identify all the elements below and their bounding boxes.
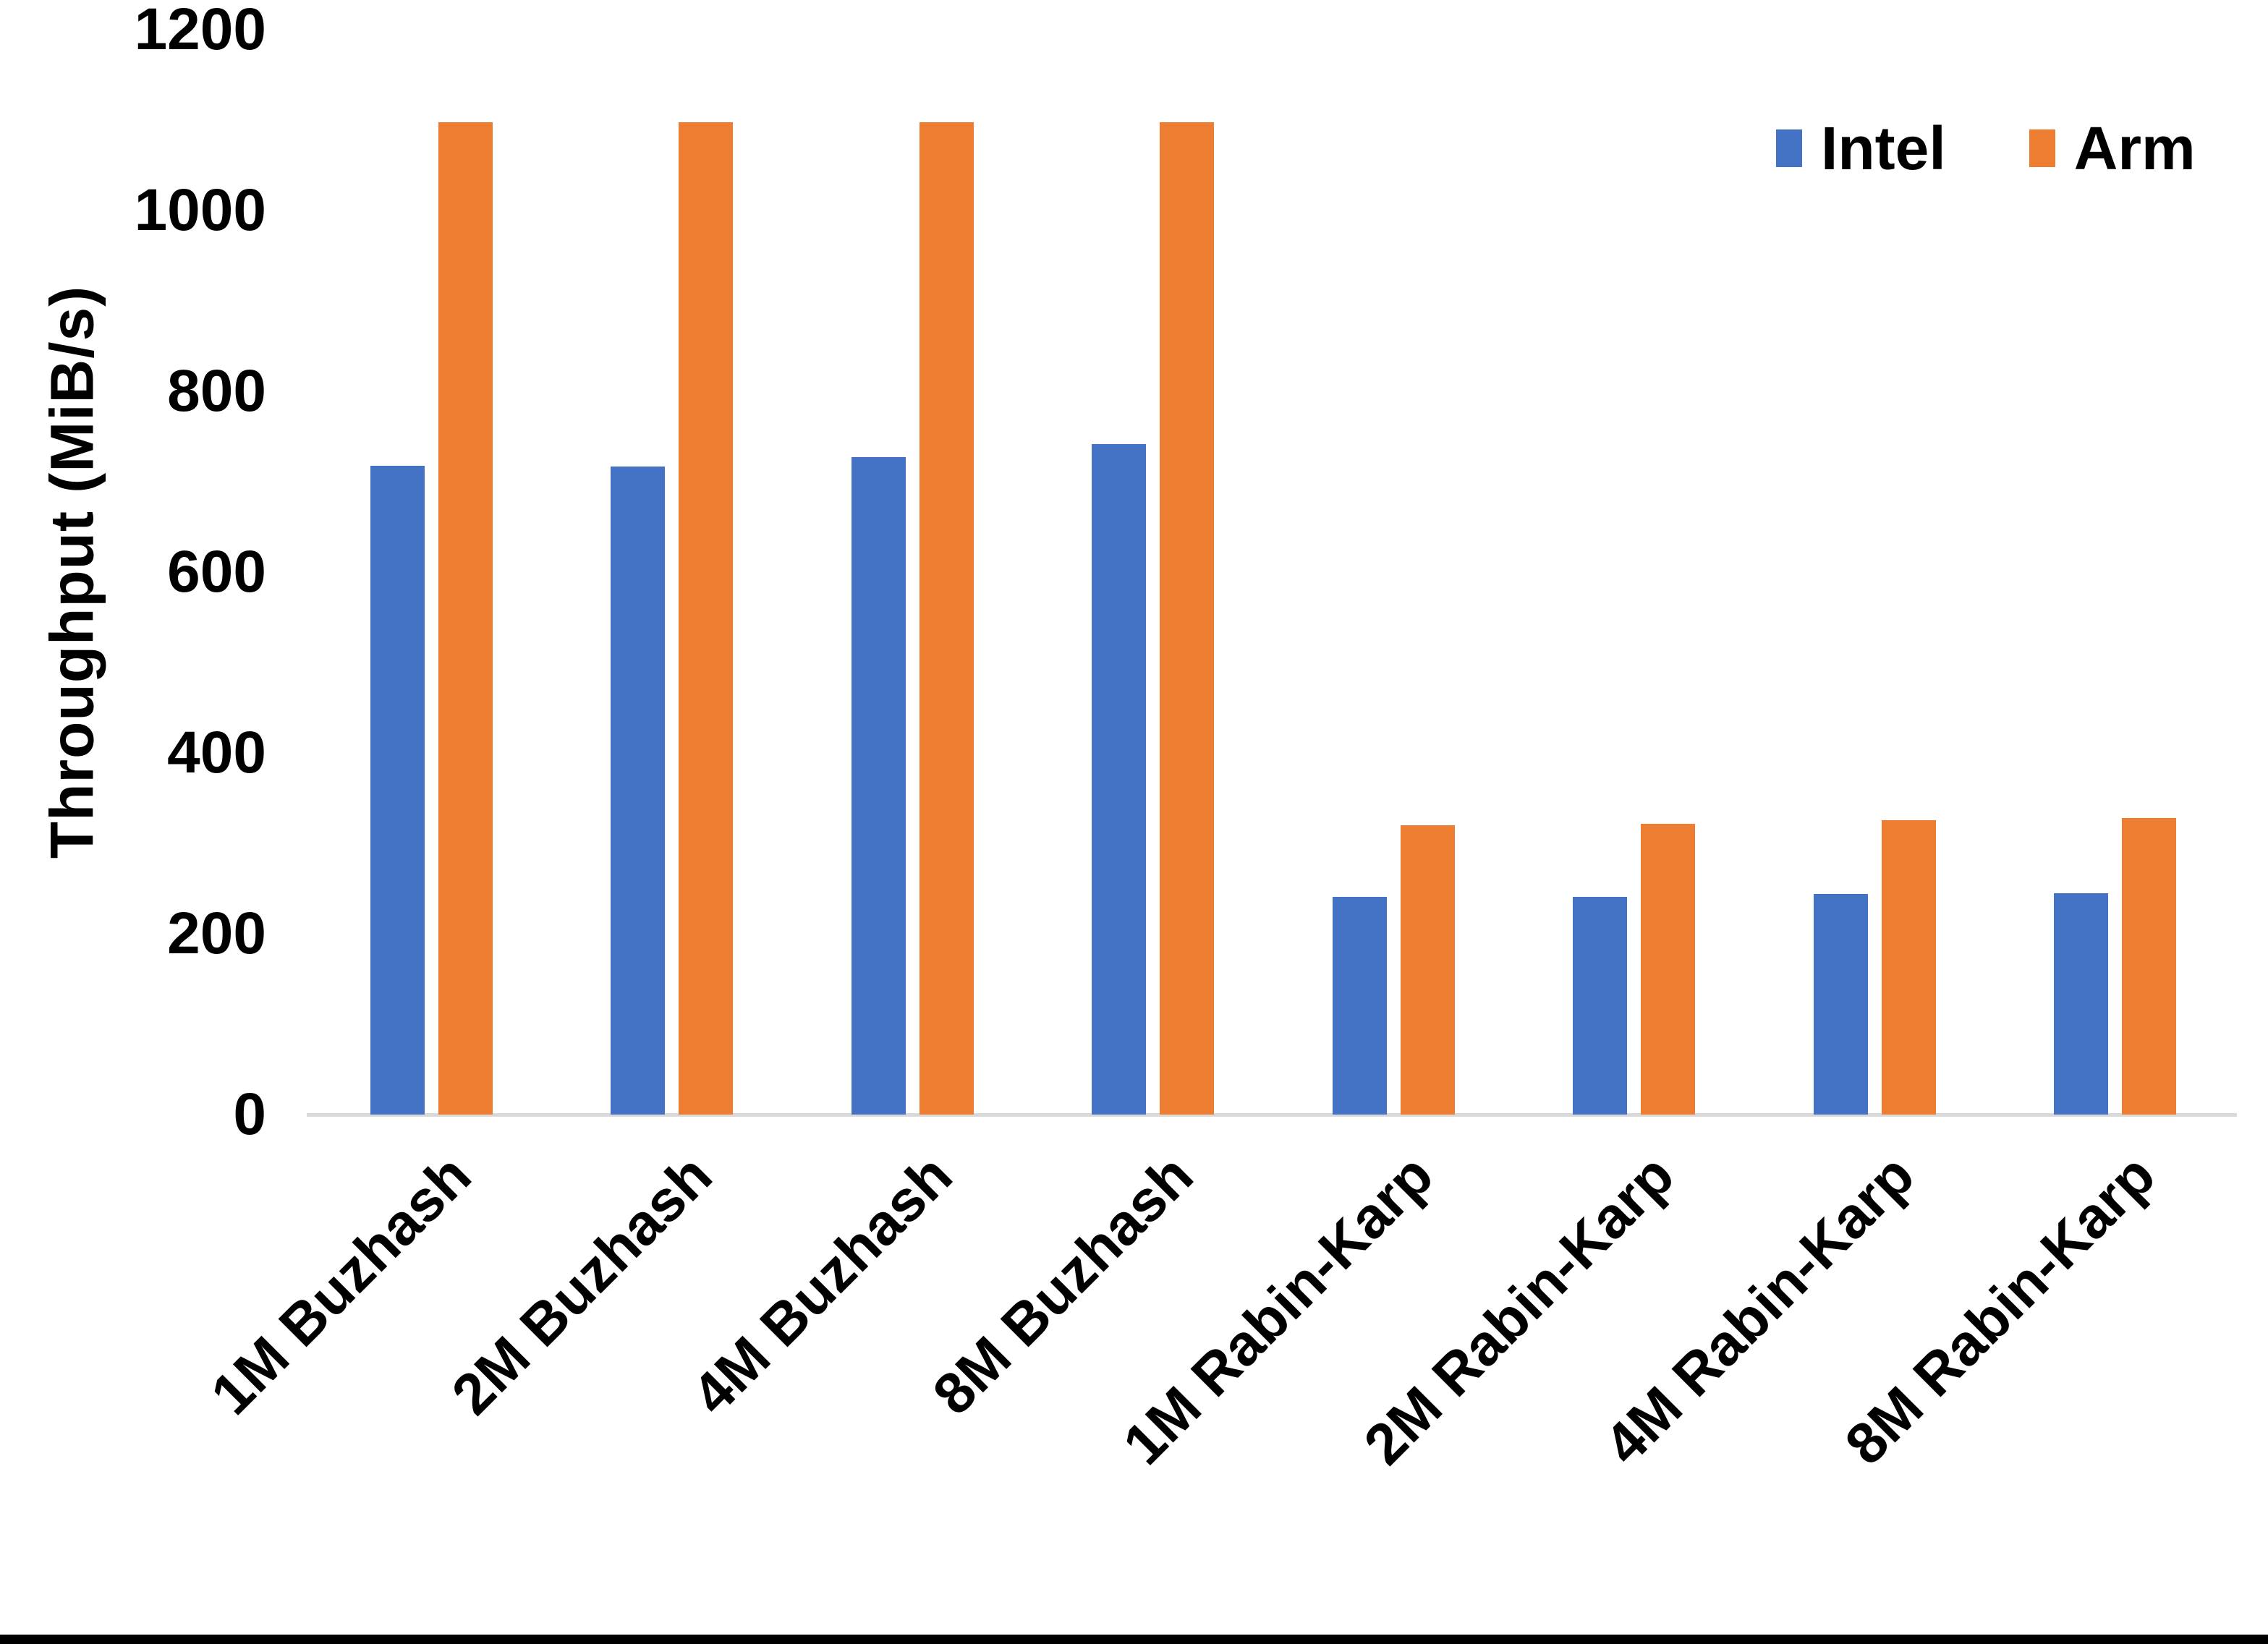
y-tick-label: 1000 <box>134 177 266 243</box>
bar-arm-8m-rabin-karp <box>2122 818 2177 1115</box>
legend-swatch-intel <box>1776 129 1802 167</box>
legend: Intel Arm <box>1776 116 2196 181</box>
bar-intel-2m-rabin-karp <box>1573 896 1628 1115</box>
bar-arm-8m-buzhash <box>1160 122 1215 1115</box>
bar-arm-2m-rabin-karp <box>1641 823 1696 1115</box>
y-tick-label: 0 <box>233 1081 266 1147</box>
bar-arm-1m-buzhash <box>438 122 493 1115</box>
bar-intel-4m-buzhash <box>851 457 906 1115</box>
bar-intel-8m-rabin-karp <box>2054 893 2109 1115</box>
bar-arm-4m-rabin-karp <box>1881 819 1936 1115</box>
y-tick-label: 200 <box>167 900 266 966</box>
bar-arm-1m-rabin-karp <box>1400 825 1455 1115</box>
y-axis-tick-labels: 0 200 400 600 800 1000 1200 <box>0 0 266 1644</box>
bar-arm-4m-buzhash <box>919 122 974 1115</box>
bar-intel-8m-buzhash <box>1092 443 1147 1115</box>
legend-label: Arm <box>2073 114 2196 182</box>
legend-item-arm: Arm <box>2029 116 2196 181</box>
y-tick-label: 600 <box>167 539 266 605</box>
bar-intel-1m-rabin-karp <box>1332 896 1387 1115</box>
x-axis-line <box>307 1113 2237 1117</box>
legend-swatch-arm <box>2029 129 2055 167</box>
y-tick-label: 1200 <box>134 0 266 62</box>
y-tick-label: 400 <box>167 720 266 785</box>
legend-item-intel: Intel <box>1776 116 1946 181</box>
y-tick-label: 800 <box>167 358 266 424</box>
bottom-black-border <box>0 1635 2268 1644</box>
bar-arm-2m-buzhash <box>679 122 734 1115</box>
bar-intel-2m-buzhash <box>611 466 666 1115</box>
bar-intel-1m-buzhash <box>370 465 425 1115</box>
legend-label: Intel <box>1821 114 1946 182</box>
bar-intel-4m-rabin-karp <box>1813 894 1868 1115</box>
